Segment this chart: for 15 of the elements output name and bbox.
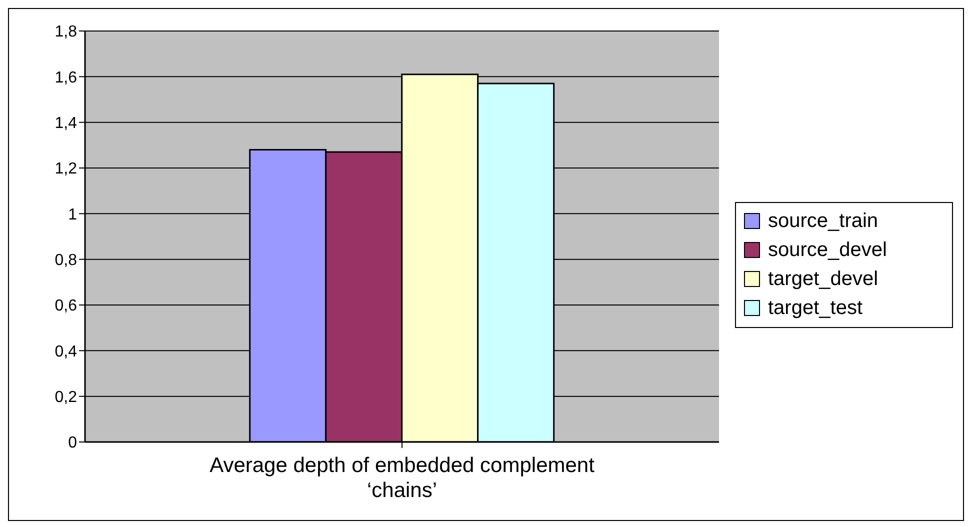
y-tick-label: 0 [68,434,78,452]
y-tick-label: 0,2 [54,389,78,406]
x-tick-label: Average depth of embedded complement ‘chains’ [210,454,595,502]
legend-label: source_devel [768,238,887,262]
legend-label: target_devel [768,268,878,290]
y-tick-label: 1 [68,206,78,224]
legend-label: target_test [768,296,863,320]
y-tick-label: 1,2 [54,160,78,178]
y-tick-label: 0,4 [54,343,78,360]
y-tick-label: 1,6 [54,69,78,86]
y-tick-label: 0,8 [54,252,78,270]
y-tick-label: 1,8 [54,24,78,41]
y-tick-label: 1,4 [54,115,78,132]
y-tick-label: 0,6 [54,298,78,315]
legend-label: source_train [768,210,878,232]
